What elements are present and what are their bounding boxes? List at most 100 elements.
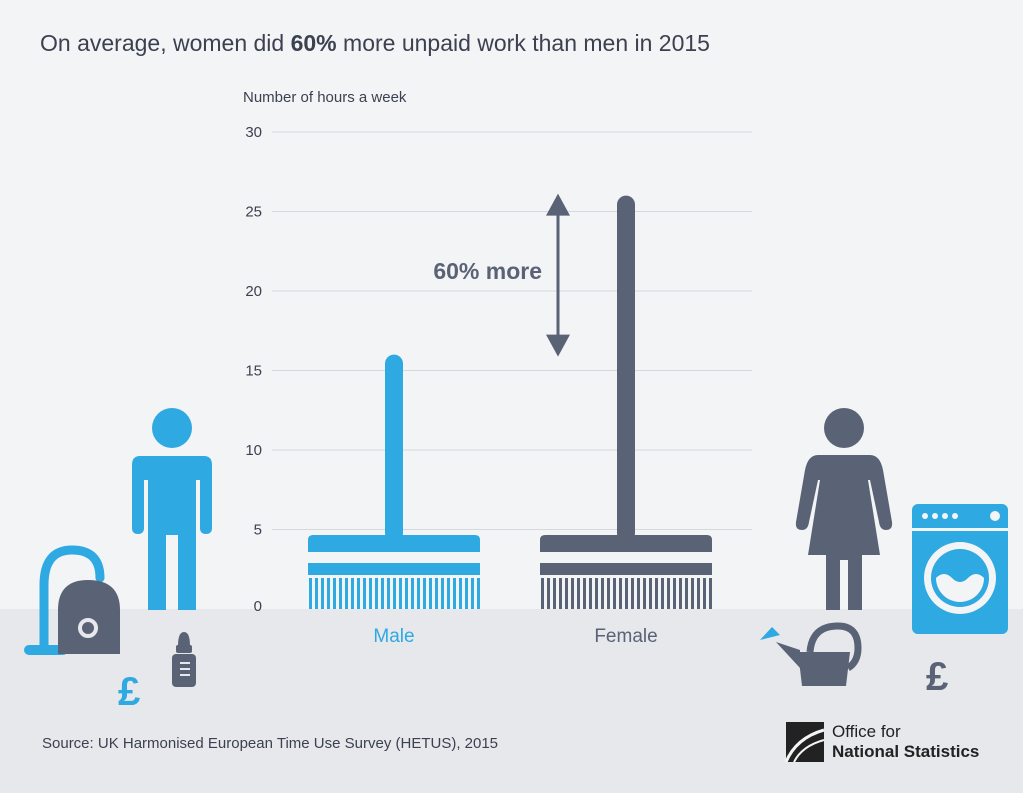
source-note: Source: UK Harmonised European Time Use … xyxy=(42,735,499,752)
gridlines xyxy=(272,131,752,530)
y-tick-label-20: 20 xyxy=(245,283,262,300)
bar-bristle-female xyxy=(673,578,676,609)
bar-bristle-male xyxy=(309,578,312,609)
title-suffix: more unpaid work than men in 2015 xyxy=(336,30,710,56)
bar-bristle-male xyxy=(459,578,462,609)
bar-head-male xyxy=(308,535,480,552)
bar-bristle-male xyxy=(357,578,360,609)
bar-bristle-male xyxy=(315,578,318,609)
bar-bristle-female xyxy=(613,578,616,609)
bar-bristle-female xyxy=(553,578,556,609)
bar-bristle-female xyxy=(625,578,628,609)
bar-bristle-male xyxy=(369,578,372,609)
bar-bristle-female xyxy=(595,578,598,609)
y-tick-label-10: 10 xyxy=(245,442,262,459)
bar-handle-female xyxy=(617,195,635,542)
bar-bristle-male xyxy=(429,578,432,609)
ons-logo-text: Office for National Statistics xyxy=(832,722,979,762)
bar-female xyxy=(540,195,712,609)
bar-bristle-female xyxy=(571,578,574,609)
bar-bristle-female xyxy=(697,578,700,609)
bar-bristle-male xyxy=(453,578,456,609)
bar-bristle-male xyxy=(447,578,450,609)
annotation-label: 60% more xyxy=(433,258,542,284)
bar-bristle-male xyxy=(381,578,384,609)
bar-bristle-male xyxy=(405,578,408,609)
title-prefix: On average, women did xyxy=(40,30,291,56)
bar-bristle-male xyxy=(435,578,438,609)
y-tick-labels: 0 5 10 15 20 25 30 xyxy=(245,124,262,615)
bar-bristle-male xyxy=(477,578,480,609)
y-tick-label-30: 30 xyxy=(245,124,262,141)
washing-machine-icon xyxy=(912,504,1008,634)
bar-bristle-female xyxy=(691,578,694,609)
bar-bristle-male xyxy=(339,578,342,609)
bar-bristle-male xyxy=(327,578,330,609)
pound-icon-right: £ xyxy=(926,655,948,699)
y-tick-label-5: 5 xyxy=(254,522,262,539)
bar-bristle-female xyxy=(643,578,646,609)
bar-handle-male xyxy=(385,354,403,542)
bar-bristle-male xyxy=(333,578,336,609)
x-tick-label-male: Male xyxy=(373,626,414,647)
bar-bristle-male xyxy=(411,578,414,609)
watering-can-icon xyxy=(760,622,862,686)
bar-bristle-female xyxy=(703,578,706,609)
ons-logo-icon xyxy=(784,722,825,763)
bar-bristle-female xyxy=(565,578,568,609)
bar-bristle-female xyxy=(667,578,670,609)
bar-head-female xyxy=(540,535,712,552)
bar-bristle-female xyxy=(601,578,604,609)
y-tick-label-0: 0 xyxy=(254,598,262,615)
bar-bristle-male xyxy=(363,578,366,609)
ons-logo-line1: Office for xyxy=(832,722,901,741)
bar-bristle-male xyxy=(387,578,390,609)
bar-ferrule-female xyxy=(540,563,712,575)
bar-bristle-female xyxy=(655,578,658,609)
bar-bristle-female xyxy=(577,578,580,609)
bar-bristle-male xyxy=(321,578,324,609)
bar-bristle-female xyxy=(541,578,544,609)
bar-bristle-female xyxy=(631,578,634,609)
bar-ferrule-male xyxy=(308,563,480,575)
bar-bristle-female xyxy=(637,578,640,609)
chart-title: On average, women did 60% more unpaid wo… xyxy=(40,30,710,57)
annotation: 60% more xyxy=(433,193,570,357)
vacuum-cleaner-icon xyxy=(24,545,120,655)
y-tick-label-15: 15 xyxy=(245,363,262,380)
bar-bristle-male xyxy=(375,578,378,609)
bar-bristle-male xyxy=(465,578,468,609)
bar-bristle-female xyxy=(619,578,622,609)
baby-bottle-icon xyxy=(172,632,196,687)
bar-bristle-female xyxy=(559,578,562,609)
title-emphasis: 60% xyxy=(290,30,337,56)
bar-bristle-male xyxy=(471,578,474,609)
bar-bristle-female xyxy=(685,578,688,609)
woman-icon xyxy=(795,408,893,610)
bar-bristle-male xyxy=(423,578,426,609)
bar-bristle-male xyxy=(399,578,402,609)
annotation-arrow-head-down xyxy=(546,334,570,357)
pound-icon: £ xyxy=(118,670,140,714)
y-axis-label: Number of hours a week xyxy=(243,89,407,106)
bar-bristle-male xyxy=(345,578,348,609)
bar-male xyxy=(308,354,480,609)
bar-bristle-female xyxy=(661,578,664,609)
ons-logo-line2: National Statistics xyxy=(832,742,980,761)
bar-bristle-female xyxy=(649,578,652,609)
annotation-arrow-head-up xyxy=(546,193,570,216)
man-icon xyxy=(132,408,212,610)
bar-bristle-male xyxy=(393,578,396,609)
bar-bristle-female xyxy=(547,578,550,609)
y-tick-label-25: 25 xyxy=(245,204,262,221)
bar-bristle-female xyxy=(583,578,586,609)
bar-bristle-male xyxy=(417,578,420,609)
bar-bristle-female xyxy=(679,578,682,609)
x-tick-labels: Male Female xyxy=(373,626,657,647)
bar-bristle-female xyxy=(589,578,592,609)
bar-bristle-female xyxy=(607,578,610,609)
bar-bristle-female xyxy=(709,578,712,609)
bar-bristle-male xyxy=(441,578,444,609)
bars xyxy=(308,195,712,609)
